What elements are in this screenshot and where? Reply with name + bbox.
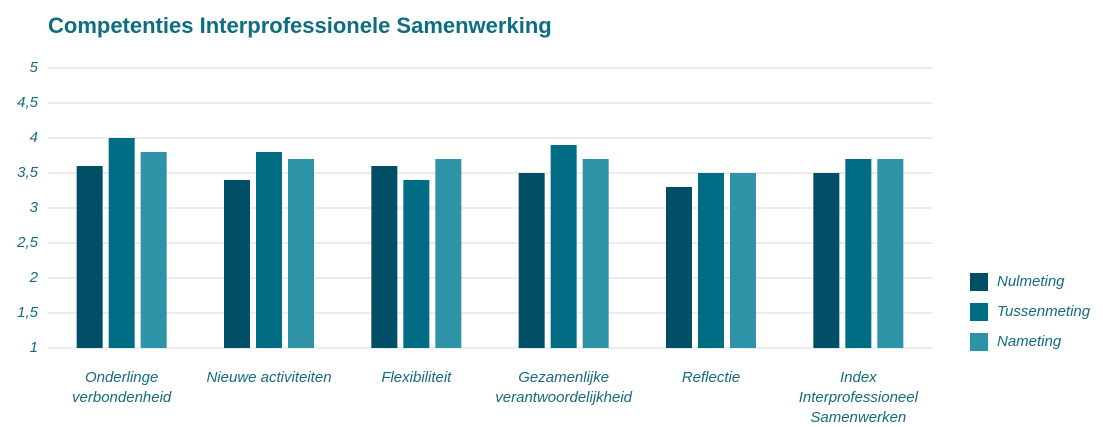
legend-label: Nulmeting: [997, 273, 1065, 290]
legend-label: Nameting: [997, 333, 1062, 350]
legend-swatch: [970, 303, 988, 321]
bar: [518, 173, 545, 348]
y-tick-label: 3: [30, 199, 39, 216]
y-tick-label: 4,5: [17, 94, 39, 111]
x-tick-label: Nieuwe activiteiten: [206, 369, 332, 386]
y-tick-label: 5: [30, 59, 39, 76]
legend-label: Tussenmeting: [997, 303, 1091, 320]
bar: [582, 159, 609, 348]
y-tick-label: 2,5: [16, 234, 39, 251]
x-tick-label: Index Interprofessioneel Samenwerken: [798, 369, 918, 426]
y-tick-label: 3,5: [17, 164, 39, 181]
bar: [108, 138, 135, 348]
bar: [288, 159, 314, 348]
bar: [435, 159, 462, 348]
bar: [845, 159, 872, 348]
bar: [76, 166, 103, 348]
x-tick-label: Onderlinge verbondenheid: [72, 369, 172, 406]
y-tick-label: 1: [30, 339, 38, 356]
y-tick-label: 2: [29, 269, 39, 286]
bar: [140, 152, 167, 348]
bar: [550, 145, 577, 348]
x-tick-label: Reflectie: [681, 369, 741, 386]
y-tick-label: 1,5: [17, 304, 39, 321]
bar: [403, 180, 430, 348]
bar: [813, 173, 840, 348]
bar: [371, 166, 398, 348]
bar: [698, 173, 724, 348]
chart-title: Competenties Interprofessionele Samenwer…: [48, 13, 552, 38]
bar: [666, 187, 692, 348]
bar: [224, 180, 250, 348]
bar: [730, 173, 756, 348]
x-tick-label: Gezamenlijke verantwoordelijkheid: [495, 369, 633, 406]
legend-swatch: [970, 333, 988, 351]
x-tick-label: Flexibiliteit: [381, 369, 452, 386]
bar: [877, 159, 904, 348]
bar: [256, 152, 282, 348]
y-tick-label: 4: [30, 129, 38, 146]
legend-swatch: [970, 273, 988, 291]
